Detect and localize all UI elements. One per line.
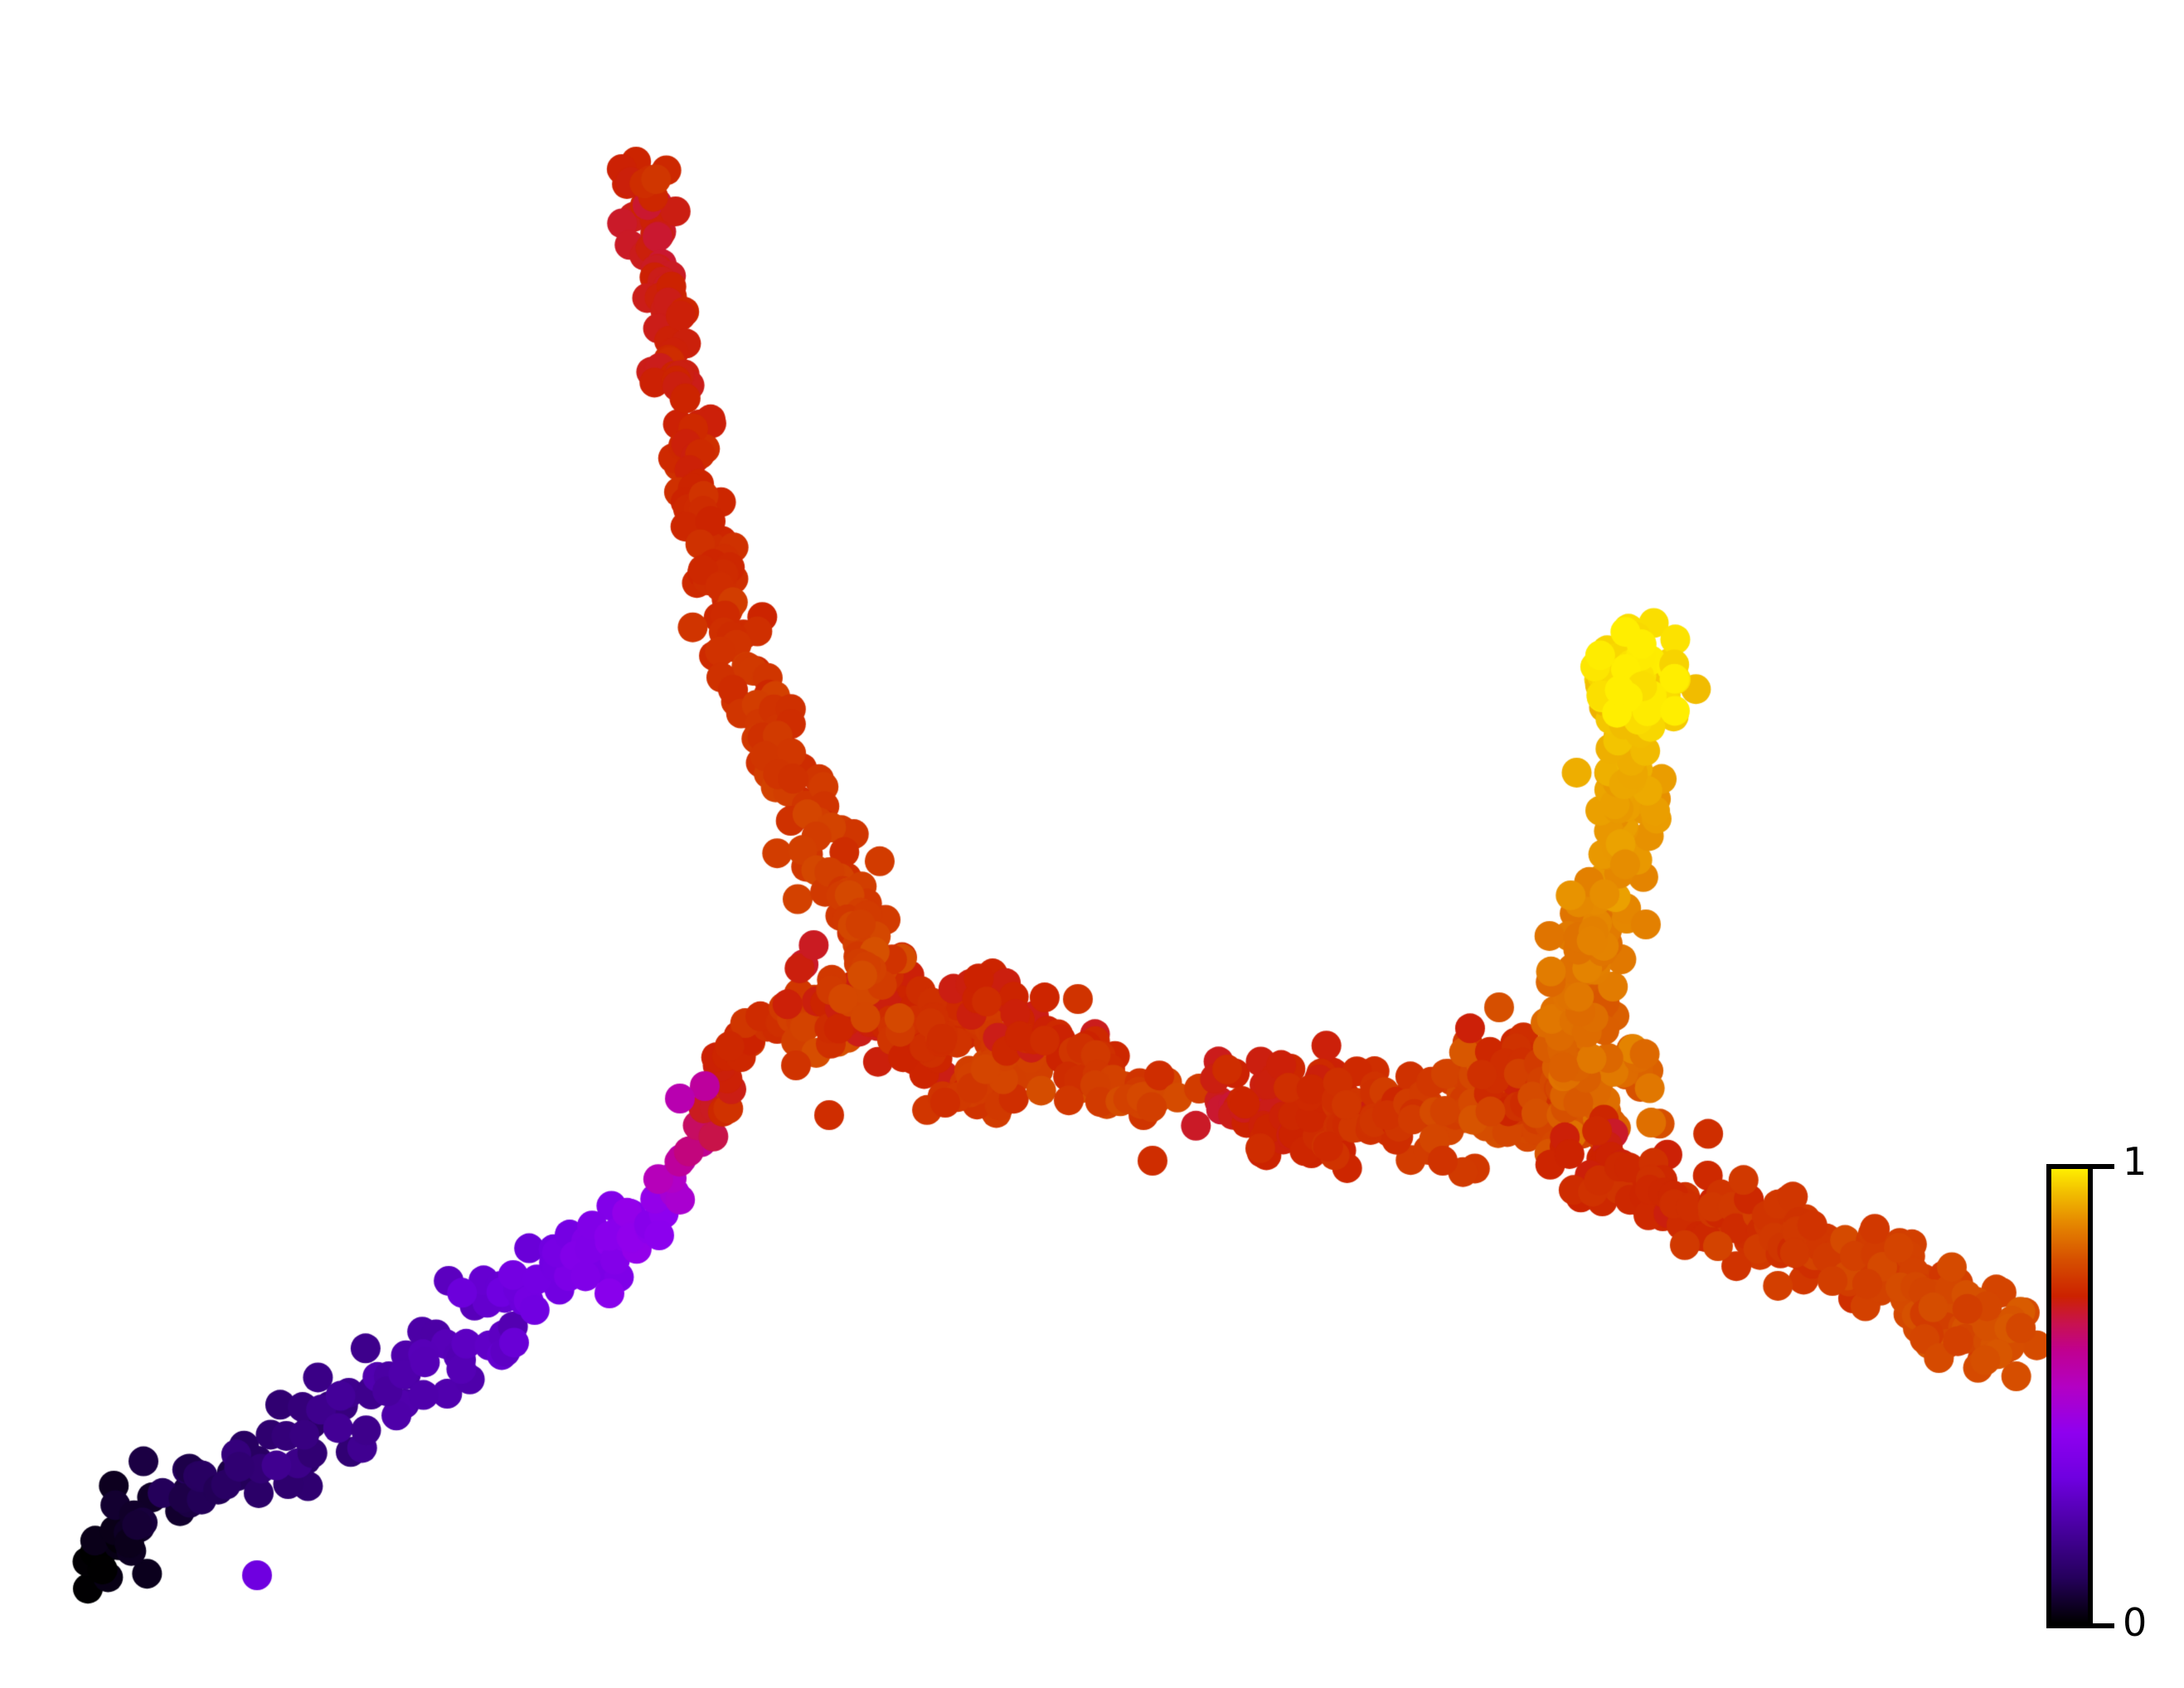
colorbar-max-label: 1: [2123, 1139, 2148, 1184]
colorbar-tick-min: [2093, 1623, 2114, 1628]
latent-time-colorbar: 1 0: [2046, 1142, 2147, 1642]
colorbar-min-label: 0: [2123, 1600, 2148, 1645]
colorbar-gradient: [2046, 1164, 2093, 1628]
colorbar-tick-max: [2093, 1164, 2114, 1169]
